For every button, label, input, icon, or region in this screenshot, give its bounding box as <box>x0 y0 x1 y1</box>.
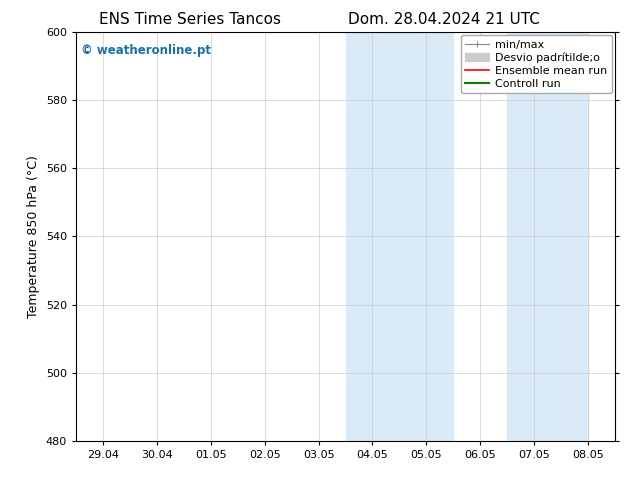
Text: ENS Time Series Tancos: ENS Time Series Tancos <box>99 12 281 27</box>
Bar <box>507 32 588 441</box>
Bar <box>346 32 453 441</box>
Text: Dom. 28.04.2024 21 UTC: Dom. 28.04.2024 21 UTC <box>348 12 540 27</box>
Text: © weatheronline.pt: © weatheronline.pt <box>81 44 212 57</box>
Legend: min/max, Desvio padrítilde;o, Ensemble mean run, Controll run: min/max, Desvio padrítilde;o, Ensemble m… <box>460 35 612 93</box>
Y-axis label: Temperature 850 hPa (°C): Temperature 850 hPa (°C) <box>27 155 40 318</box>
